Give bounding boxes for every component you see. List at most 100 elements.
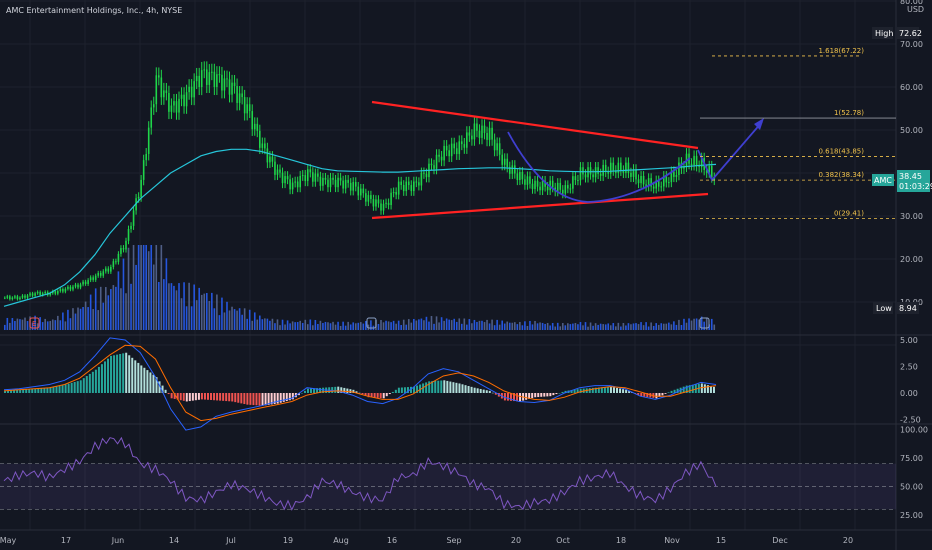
candle-body xyxy=(175,101,178,113)
volume-bar xyxy=(710,318,713,330)
time-tick-label: 20 xyxy=(511,536,521,545)
macd-histogram-bar xyxy=(434,380,437,393)
macd-axis[interactable]: 5.00 2.50 0.00 -2.50 xyxy=(900,336,921,425)
candle-body xyxy=(678,162,680,176)
candle-body xyxy=(122,248,125,250)
macd-histogram-bar xyxy=(219,393,222,401)
candle-body xyxy=(246,104,248,114)
volume-bar xyxy=(188,282,190,330)
candle-body xyxy=(559,182,562,190)
candle-body xyxy=(602,164,604,176)
macd-histogram-bar xyxy=(509,393,512,401)
volume-bar xyxy=(183,282,185,330)
volume-bar xyxy=(279,325,281,330)
candle-body xyxy=(87,280,89,285)
macd-histogram-bar xyxy=(682,386,685,393)
volume-bar xyxy=(405,324,408,330)
volume-bar xyxy=(612,323,615,330)
candle-body xyxy=(713,177,716,181)
volume-bar xyxy=(26,321,29,330)
macd-histogram-bar xyxy=(185,393,188,402)
volume-bar xyxy=(402,319,405,330)
candle-body xyxy=(675,175,678,177)
volume-bar xyxy=(594,323,597,330)
candle-body xyxy=(36,291,39,294)
candle-body xyxy=(589,167,592,175)
candle-body xyxy=(332,177,334,180)
candle-body xyxy=(615,170,617,173)
macd-histogram-bar xyxy=(146,370,149,393)
candle-body xyxy=(425,173,428,178)
volume-bar xyxy=(163,279,165,330)
candle-body xyxy=(160,77,163,98)
macd-histogram-bar xyxy=(531,393,534,399)
volume-bar xyxy=(428,321,430,330)
macd-histogram-bar xyxy=(664,393,667,394)
volume-bar xyxy=(491,319,493,330)
macd-histogram-bar xyxy=(431,381,434,393)
volume-bar xyxy=(506,321,509,330)
svg-text:01:03:29: 01:03:29 xyxy=(899,182,932,191)
macd-histogram-bar xyxy=(243,393,246,405)
svg-text:38.45: 38.45 xyxy=(899,172,922,181)
candle-body xyxy=(253,123,256,130)
macd-histogram-bar xyxy=(376,393,379,398)
candle-body xyxy=(382,203,385,211)
volume-bar xyxy=(334,324,337,330)
rsi-axis[interactable]: 100.00 75.00 50.00 25.00 xyxy=(900,426,928,521)
macd-histogram-bar xyxy=(206,393,209,400)
candle-body xyxy=(236,86,238,103)
volume-bar xyxy=(180,298,183,330)
volume-bar xyxy=(72,308,74,330)
event-marker-nov[interactable] xyxy=(699,317,710,329)
candle-body xyxy=(89,277,92,281)
candle-body xyxy=(231,82,233,95)
lower-trendline[interactable] xyxy=(371,192,709,220)
macd-histogram-bar xyxy=(173,393,176,399)
candle-body xyxy=(82,281,84,285)
volume-bar xyxy=(455,321,458,330)
macd-histogram-bar xyxy=(64,384,67,393)
time-tick-label: 20 xyxy=(843,536,853,545)
candle-body xyxy=(337,177,339,188)
macd-histogram-bar xyxy=(49,387,52,393)
volume-bar xyxy=(170,283,173,330)
volume-bar xyxy=(551,322,554,330)
volume-bar xyxy=(102,302,105,330)
macd-histogram-bar xyxy=(419,384,422,393)
fibonacci-levels[interactable]: 1.618(67.22) 1(52.78) 0.618(43.85) 0.382(38… xyxy=(700,47,896,219)
candle-body xyxy=(370,195,372,200)
candle-body xyxy=(178,98,180,113)
candle-body xyxy=(339,177,342,181)
macd-histogram-bar xyxy=(182,393,185,401)
svg-text:72.62: 72.62 xyxy=(899,29,922,38)
candle-body xyxy=(683,166,685,169)
cup-curve[interactable] xyxy=(507,131,691,203)
volume-bar xyxy=(683,318,685,330)
volume-bar xyxy=(468,319,471,330)
volume-bar xyxy=(132,245,135,330)
drawings[interactable] xyxy=(371,100,764,220)
candle-body xyxy=(304,175,307,182)
volume-bar xyxy=(57,315,59,330)
candle-body xyxy=(415,181,418,183)
macd-histogram-bar xyxy=(373,393,376,398)
volume-bar xyxy=(377,323,380,330)
event-marker-aug[interactable] xyxy=(366,317,377,329)
volume-bar xyxy=(569,324,572,330)
volume-bar xyxy=(602,324,604,330)
volume-bar xyxy=(213,308,216,330)
macd-histogram-bar xyxy=(534,393,537,398)
macd-histogram-bar xyxy=(385,393,388,397)
candle-body xyxy=(642,175,645,185)
candle-body xyxy=(630,172,632,177)
volume-bar xyxy=(564,325,567,330)
volume-bar xyxy=(309,319,312,330)
earnings-marker-may[interactable] xyxy=(29,317,40,329)
event-markers[interactable]: E xyxy=(29,317,710,329)
macd-histogram-bar xyxy=(264,393,267,406)
candle-body xyxy=(16,296,19,300)
time-axis[interactable]: May 17 Jun 14 Jul 19 Aug 16 Sep 20 Oct 18 Nov 15 Dec 20 xyxy=(0,536,853,545)
upper-trendline[interactable] xyxy=(371,100,699,150)
